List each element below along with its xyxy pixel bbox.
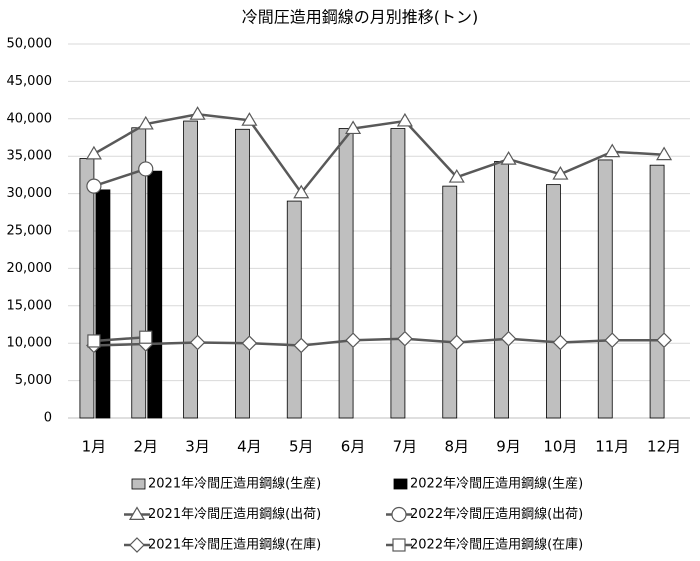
x-tick-label: 7月 [393, 438, 418, 456]
x-tick-label: 5月 [289, 438, 314, 456]
legend-label: 2021年冷間圧造用鋼線(出荷) [148, 506, 321, 522]
line [93, 335, 146, 343]
point [87, 334, 101, 348]
x-tick-label: 9月 [496, 438, 521, 456]
bar [79, 158, 95, 419]
y-tick-label: 40,000 [7, 111, 53, 126]
bar [286, 200, 302, 419]
x-tick-label: 1月 [82, 438, 107, 456]
x-tick-label: 10月 [543, 438, 577, 456]
legend-marker [128, 506, 146, 521]
bar [442, 185, 458, 419]
point [552, 334, 569, 351]
legend-swatch [393, 478, 408, 490]
y-tick-label: 35,000 [7, 149, 53, 164]
point [86, 178, 102, 194]
x-tick-label: 6月 [341, 438, 366, 456]
x-tick-label: 12月 [647, 438, 681, 456]
y-tick-label: 5,000 [15, 373, 52, 388]
point [500, 330, 517, 347]
point [293, 337, 310, 354]
legend-swatch [131, 478, 146, 490]
line [93, 113, 665, 195]
bar [546, 184, 561, 419]
line [93, 337, 665, 347]
legend-label: 2022年冷間圧造用鋼線(出荷) [410, 506, 583, 522]
bar [235, 128, 250, 419]
bar [649, 164, 665, 419]
bar [147, 170, 163, 419]
legend-label: 2021年冷間圧造用鋼線(生産) [148, 476, 321, 492]
legend-label: 2021年冷間圧造用鋼線(在庫) [148, 537, 321, 553]
x-tick-label: 8月 [444, 438, 469, 456]
legend-marker [129, 537, 145, 553]
point [656, 146, 673, 161]
x-tick-label: 3月 [185, 438, 210, 456]
point [345, 332, 361, 349]
chart-title: 冷間圧造用鋼線の月別推移(トン) [242, 8, 479, 27]
point [345, 120, 362, 135]
y-tick-label: 30,000 [7, 186, 53, 201]
point [85, 145, 102, 160]
point [137, 115, 154, 130]
point [139, 330, 153, 344]
bar [390, 128, 406, 419]
x-tick-label: 11月 [595, 438, 629, 456]
point [448, 334, 465, 351]
point [397, 330, 413, 347]
y-tick-label: 10,000 [7, 336, 53, 351]
point [604, 143, 621, 158]
y-tick-label: 0 [44, 411, 52, 426]
y-tick-label: 15,000 [7, 298, 53, 313]
bar [95, 189, 111, 419]
y-tick-label: 20,000 [7, 261, 53, 276]
point [189, 106, 206, 120]
point [448, 168, 465, 183]
legend-label: 2022年冷間圧造用鋼線(生産) [410, 476, 583, 492]
point [189, 334, 206, 351]
point [552, 165, 569, 180]
line [93, 167, 147, 188]
bar [183, 120, 198, 419]
legend-label: 2022年冷間圧造用鋼線(在庫) [410, 537, 583, 553]
point [656, 332, 672, 349]
y-tick-label: 25,000 [7, 224, 53, 239]
x-tick-label: 4月 [237, 438, 262, 456]
point [241, 335, 258, 352]
y-tick-label: 50,000 [7, 37, 53, 52]
point [241, 112, 258, 126]
point [293, 184, 310, 199]
bar [597, 159, 613, 419]
bar [338, 128, 354, 419]
bar [494, 161, 509, 419]
y-tick-label: 45,000 [7, 74, 53, 89]
point [396, 112, 413, 127]
point [500, 151, 517, 165]
legend-marker [392, 538, 406, 552]
point [604, 332, 621, 349]
legend-marker [391, 506, 407, 523]
x-tick-label: 2月 [133, 438, 158, 456]
point [138, 161, 154, 177]
